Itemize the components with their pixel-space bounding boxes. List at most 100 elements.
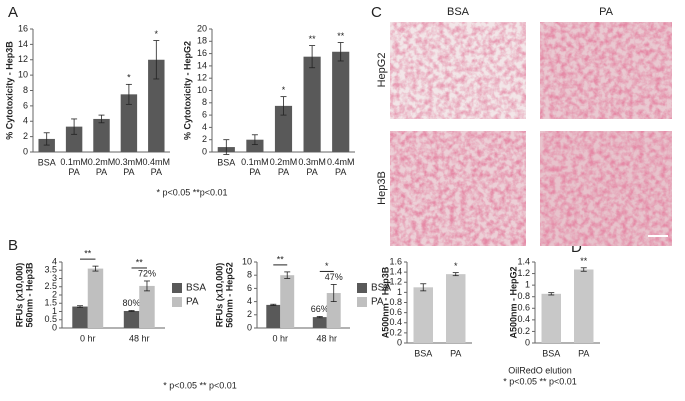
y-tick-label: 2: [23, 131, 28, 141]
y-tick-label: 6: [247, 283, 252, 293]
significance-star: **: [136, 257, 144, 267]
significance-star: *: [127, 73, 131, 83]
error-bar: [92, 265, 99, 272]
y-tick-label: 0.5: [44, 314, 57, 324]
panel-label: D: [571, 239, 582, 256]
y-tick-label: 1.6: [389, 256, 402, 266]
error-bar: [284, 271, 291, 279]
error-bar: [270, 303, 277, 306]
y-axis-label: 560nm - HepG2: [224, 262, 234, 328]
y-axis-label: A500nm - Hep3B: [380, 266, 390, 338]
y-tick-label: 8: [247, 270, 252, 280]
y-tick-label: 6: [202, 109, 207, 119]
significance-star: *: [155, 29, 159, 39]
y-tick-label: 8: [23, 85, 28, 95]
column-label: PA: [599, 6, 614, 18]
y-tick-label: 0.8: [517, 291, 530, 301]
y-axis-label: RFUs (x10,000): [14, 263, 24, 328]
y-tick-label: 0.6: [389, 307, 402, 317]
bar: [139, 285, 155, 328]
row-label: Hep3B: [376, 171, 388, 205]
y-axis-label: RFUs (x10,000): [214, 263, 224, 328]
y-tick-label: 0: [397, 337, 402, 347]
y-tick-label: 10: [18, 70, 28, 80]
significance-star: **: [337, 31, 345, 41]
panel-label: B: [8, 237, 18, 254]
bar: [312, 317, 327, 328]
y-tick-label: 3: [52, 273, 57, 283]
y-tick-label: 0.6: [517, 303, 530, 313]
error-bar: [330, 284, 337, 303]
y-tick-label: 0: [525, 337, 530, 347]
bar: [413, 287, 433, 343]
y-tick-label: 0.8: [389, 297, 402, 307]
footnote: * p<0.05 ** p<0.01: [163, 380, 237, 390]
error-bar: [98, 114, 105, 124]
error-bar: [77, 305, 84, 308]
y-tick-label: 1: [52, 306, 57, 316]
y-tick-label: 1.2: [389, 277, 402, 287]
x-tick-label: 0.4mM PA: [327, 157, 355, 177]
y-tick-label: 14: [197, 60, 207, 70]
bar: [123, 311, 140, 328]
x-tick-label: 0.3mM PA: [115, 157, 143, 177]
bar: [303, 56, 321, 152]
y-tick-label: 12: [197, 73, 207, 83]
y-tick-label: 1.2: [517, 268, 530, 278]
panel-label: A: [8, 4, 18, 21]
x-tick-label: 0 hr: [272, 333, 288, 343]
y-tick-label: 6: [23, 100, 28, 110]
error-bar: [43, 132, 50, 146]
bar: [274, 105, 293, 152]
significance-star: **: [309, 34, 317, 44]
percent-label: 80%: [123, 298, 141, 308]
legend-label: BSA: [371, 283, 391, 294]
y-tick-label: 1: [525, 280, 530, 290]
error-bar: [337, 42, 344, 62]
x-tick-label: 48 hr: [316, 333, 337, 343]
bar: [266, 304, 281, 328]
y-tick-label: 0: [52, 322, 57, 332]
bar: [72, 306, 88, 328]
y-tick-label: 1: [397, 287, 402, 297]
y-tick-label: 16: [197, 48, 207, 58]
legend-label: PA: [371, 297, 384, 308]
row-label: HepG2: [376, 53, 388, 88]
significance-star: **: [277, 254, 285, 264]
legend-swatch: [357, 297, 367, 307]
percent-label: 47%: [325, 272, 343, 282]
x-tick-label: BSA: [217, 157, 235, 167]
micrograph-texture: [540, 22, 672, 119]
y-tick-label: 1.4: [389, 267, 402, 277]
y-tick-label: 12: [18, 54, 28, 64]
error-bar: [580, 267, 587, 272]
legend-label: PA: [186, 297, 199, 308]
error-bar: [420, 283, 427, 292]
legend-swatch: [357, 283, 367, 293]
y-tick-label: 0: [23, 146, 28, 156]
error-bar: [143, 280, 150, 292]
x-tick-label: 0.3mM PA: [298, 157, 326, 177]
bar: [280, 275, 295, 328]
y-tick-label: 0.2: [389, 327, 402, 337]
column-label: BSA: [447, 6, 470, 18]
y-tick-label: 10: [197, 85, 207, 95]
bar: [332, 51, 350, 152]
legend-swatch: [172, 283, 182, 293]
error-bar: [125, 83, 132, 105]
y-tick-label: 8: [202, 97, 207, 107]
legend-label: BSA: [186, 283, 206, 294]
error-bar: [316, 316, 323, 319]
x-tick-label: 0.1mM PA: [241, 157, 269, 177]
x-tick-label: 0 hr: [80, 333, 96, 343]
percent-label: 66%: [311, 304, 329, 314]
significance-star: *: [325, 261, 329, 271]
bar: [87, 268, 104, 328]
y-tick-label: 0: [247, 322, 252, 332]
x-tick-label: 0.2mM PA: [88, 157, 116, 177]
x-tick-label: PA: [578, 348, 589, 358]
bar: [326, 293, 341, 328]
x-tick-label: 48 hr: [129, 333, 150, 343]
error-bar: [452, 272, 459, 277]
significance-star: *: [454, 261, 458, 271]
